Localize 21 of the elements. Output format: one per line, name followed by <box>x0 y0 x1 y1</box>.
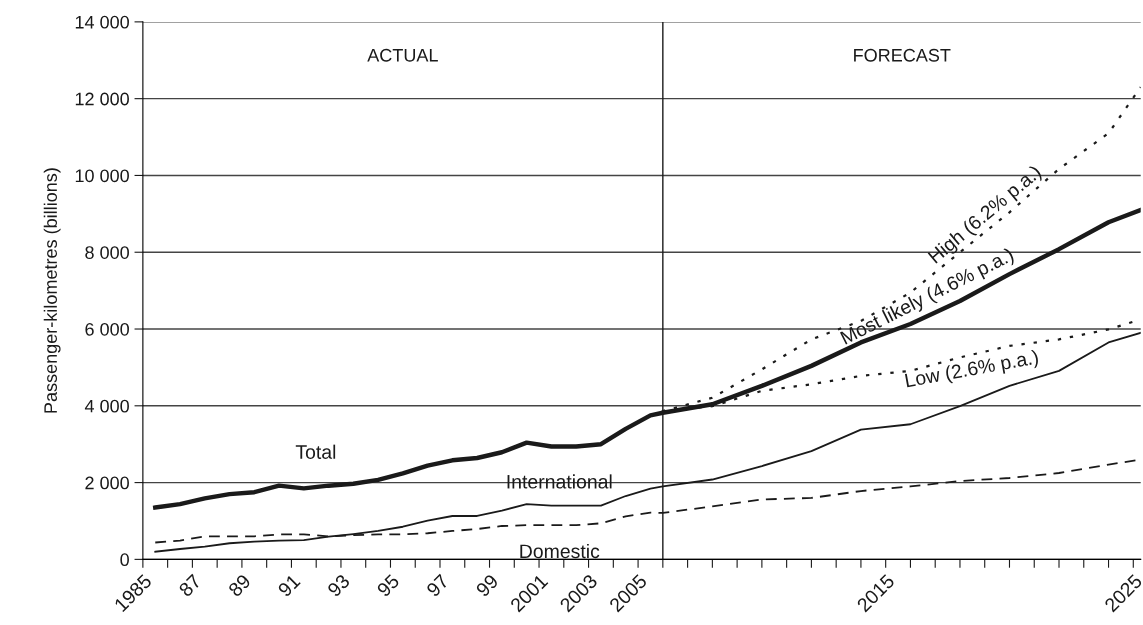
y-tick-label: 12 000 <box>75 92 129 106</box>
y-tick-label: 14 000 <box>75 15 129 29</box>
annotation: FORECAST <box>854 48 951 62</box>
y-tick-label: 4 000 <box>84 399 129 413</box>
x-tick-label: 93 <box>326 573 351 598</box>
x-tick-label: 99 <box>475 573 499 598</box>
series-label: Total <box>295 444 336 459</box>
y-tick-label: 2 000 <box>85 476 129 490</box>
series-label: Domestic <box>520 543 600 559</box>
y-tick-label: 6 000 <box>85 322 129 336</box>
x-tick-label: 97 <box>425 573 450 598</box>
x-tick-label: 95 <box>376 573 400 598</box>
x-tick-label: 87 <box>178 573 202 598</box>
x-tick-label: 89 <box>227 573 252 598</box>
y-tick-label: 8 000 <box>85 246 129 259</box>
y-tick-label: 0 <box>120 553 129 567</box>
y-axis-title: Passenger-kilometres (billions) <box>43 168 61 413</box>
x-tick-label: 91 <box>277 573 301 598</box>
text: Low (2.6% p.a.) <box>904 349 1040 392</box>
annotation: ACTUAL <box>367 48 438 62</box>
y-tick-label: 10 000 <box>75 169 129 183</box>
